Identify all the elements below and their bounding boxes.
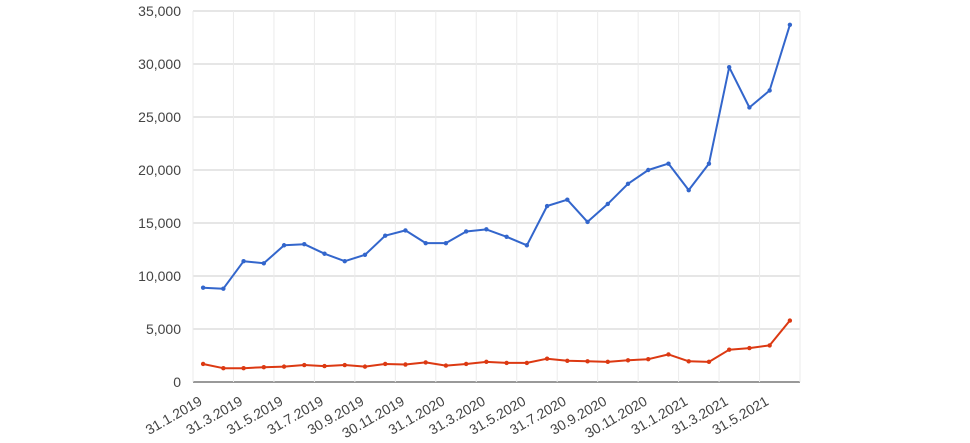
series-1-point	[423, 240, 428, 246]
series-2-point	[605, 359, 610, 365]
series-2-line	[202, 319, 791, 370]
series-2-point	[423, 360, 428, 365]
series-2-point	[726, 347, 732, 352]
y-axis-tick-labels: 0 5,000 10,000 15,000 20,000 25,000 30,000 35,0…	[138, 3, 181, 390]
series-2-point	[261, 364, 267, 370]
series-1-point	[342, 258, 347, 264]
series-1-point	[585, 219, 590, 225]
series-2-point	[281, 364, 287, 369]
series-1-point	[686, 187, 691, 193]
series-2-point	[686, 359, 691, 364]
series-2-point	[302, 362, 307, 368]
series-1-point	[544, 203, 550, 209]
series-1-point	[322, 251, 327, 256]
series-1-point	[605, 201, 610, 207]
series-2-point	[787, 318, 793, 323]
series-1-line	[203, 24, 791, 290]
gridlines	[192, 10, 801, 383]
series-1-point	[241, 258, 246, 264]
series-1-point	[565, 197, 570, 202]
series-2-point	[625, 358, 631, 363]
series-2-point	[383, 361, 388, 367]
series-1-point	[281, 243, 287, 248]
series-1-point	[302, 242, 307, 247]
series-1-point	[463, 229, 469, 234]
y-tick-label: 25,000	[138, 109, 181, 125]
series-1-point	[221, 286, 226, 291]
series-2-point	[463, 361, 469, 367]
series-1-point	[403, 228, 408, 233]
series-2-point	[322, 363, 327, 369]
series-2-point	[747, 345, 752, 351]
series-2-point	[403, 362, 408, 367]
y-tick-label: 30,000	[138, 56, 181, 72]
series-2-point	[200, 361, 206, 367]
series-1-point	[484, 227, 489, 232]
y-tick-label: 5,000	[146, 321, 181, 337]
series-lines	[200, 22, 793, 371]
series-2-point	[362, 364, 368, 369]
series-1-point	[646, 167, 651, 173]
y-tick-label: 20,000	[138, 162, 181, 178]
series-1-point	[666, 161, 671, 166]
series-1-point	[706, 161, 712, 166]
x-axis-tick-labels: 31.1.201931.3.201931.5.201931.7.201930.9…	[143, 393, 772, 441]
series-2-point	[484, 359, 489, 365]
y-tick-label: 10,000	[138, 268, 181, 284]
series-2-point	[443, 363, 449, 368]
series-1-point	[383, 233, 388, 238]
y-tick-label: 35,000	[138, 3, 181, 19]
series-2-point	[646, 357, 651, 362]
series-1-point	[625, 181, 631, 186]
y-tick-label: 15,000	[138, 215, 181, 231]
series-2-point	[342, 362, 347, 368]
series-1-point	[726, 64, 732, 70]
series-1-point	[504, 234, 509, 239]
series-1-point	[524, 243, 530, 248]
series-1-point	[787, 22, 793, 27]
series-1-point	[767, 88, 772, 93]
series-2-point	[504, 360, 509, 366]
series-2-point	[666, 352, 671, 357]
series-2-point	[544, 356, 550, 361]
series-2-point	[565, 358, 570, 363]
series-1-point	[443, 240, 449, 246]
series-2-point	[221, 366, 226, 371]
series-1-point	[747, 105, 752, 110]
series-2-point	[706, 359, 712, 365]
series-1-point	[261, 261, 267, 266]
series-1-point	[200, 285, 206, 290]
series-2-point	[585, 359, 590, 364]
series-2-point	[767, 343, 772, 348]
series-2-point	[524, 360, 530, 366]
series-1-point	[362, 252, 368, 257]
y-tick-label: 0	[173, 374, 181, 390]
series-2-point	[241, 366, 246, 371]
